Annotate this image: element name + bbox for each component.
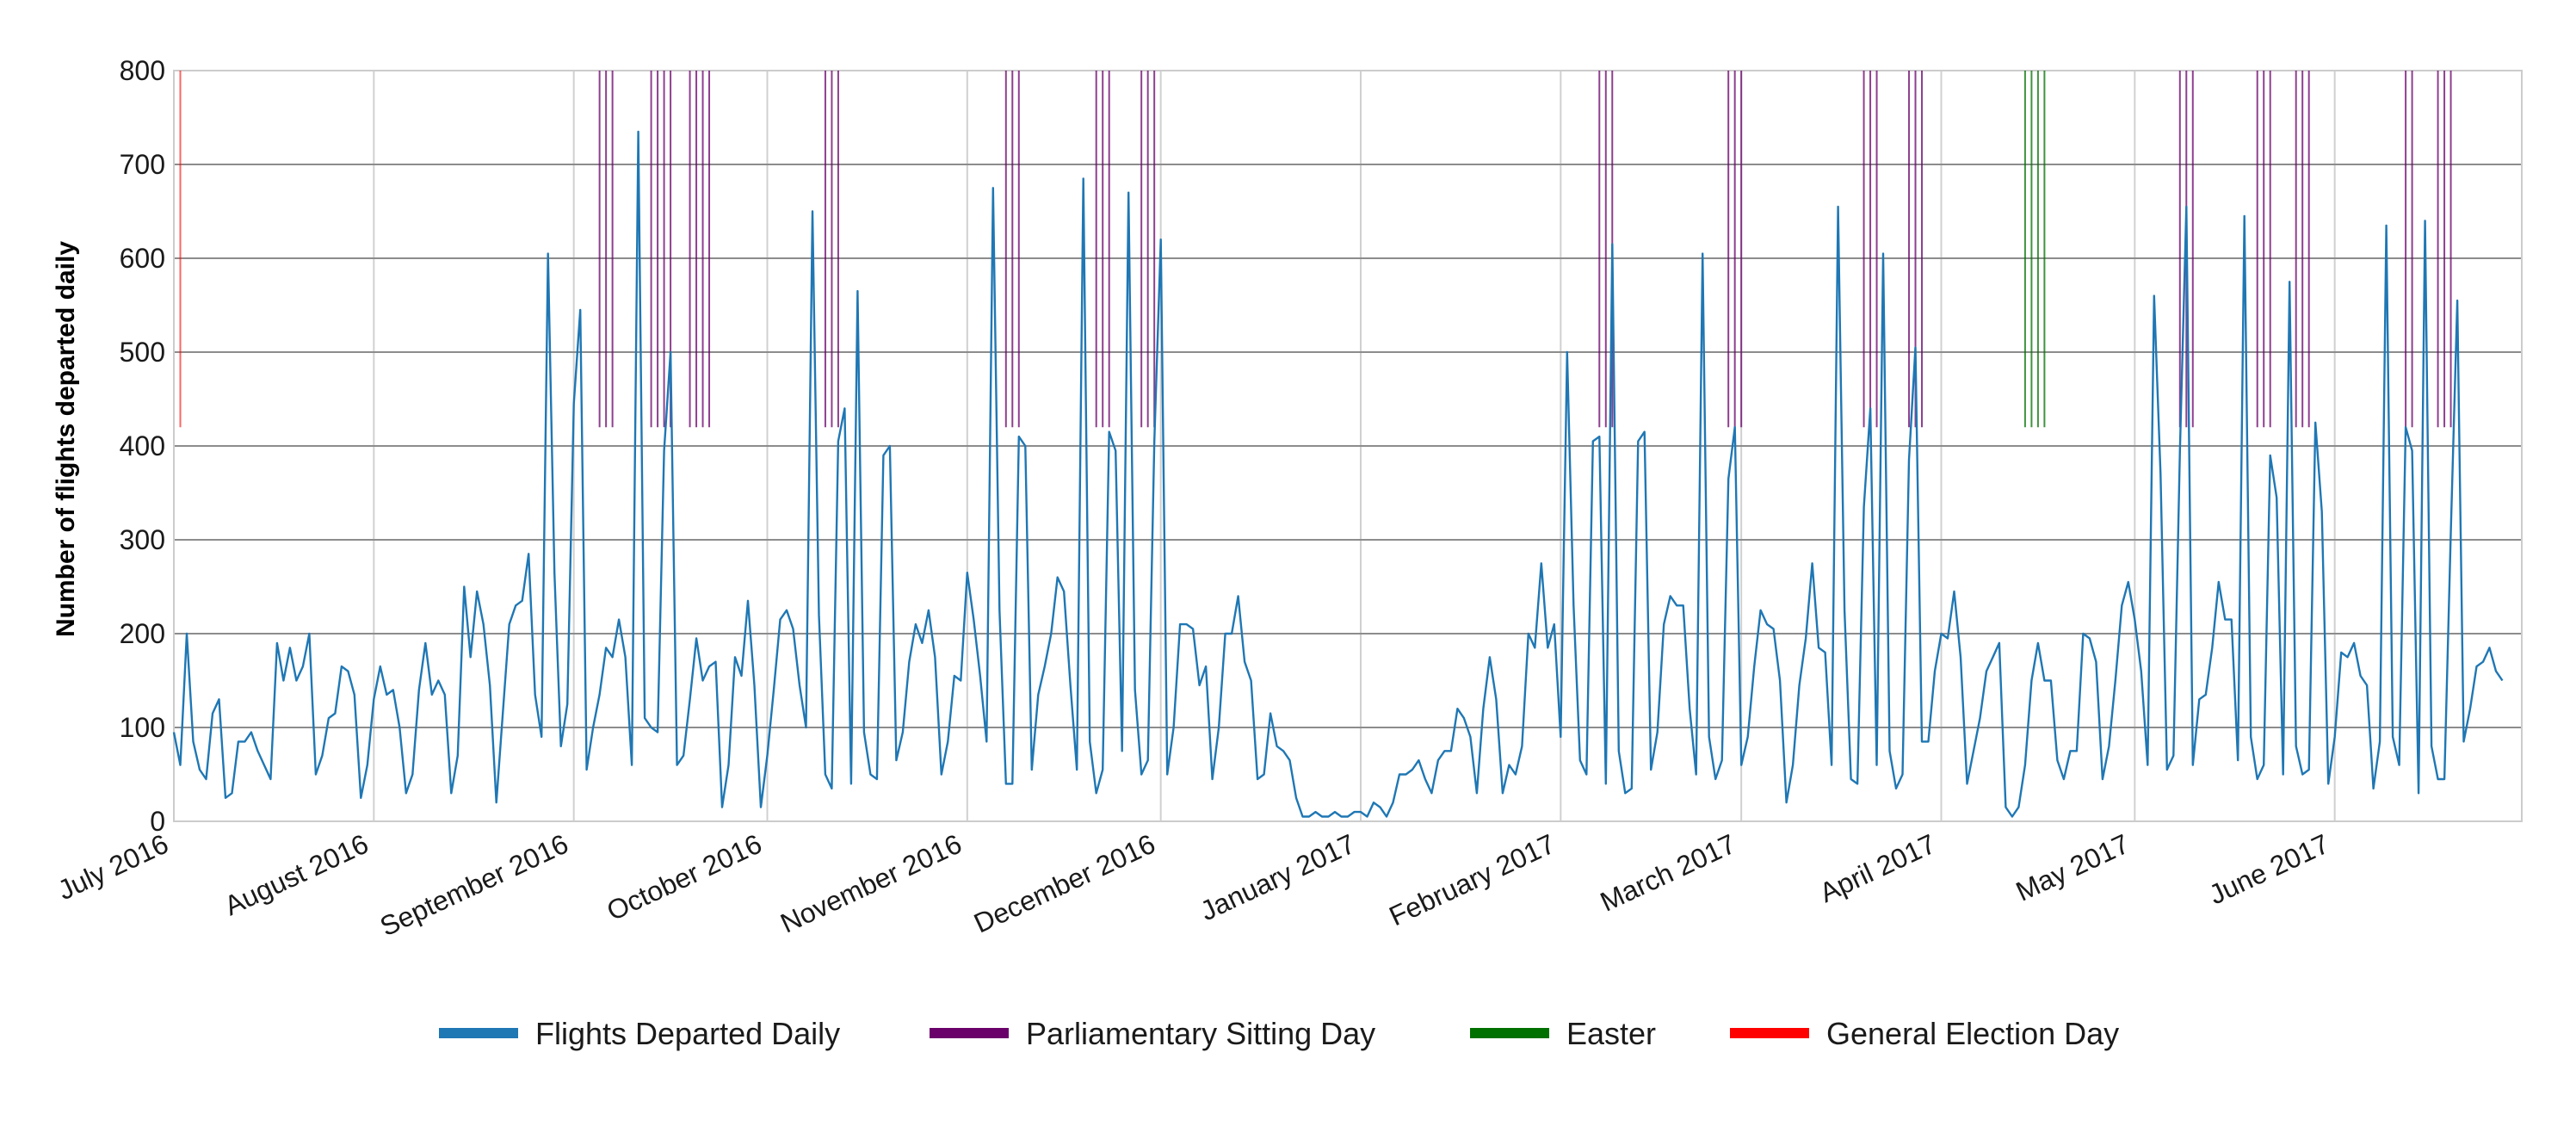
event-markers (179, 71, 2452, 428)
legend-label-parliament: Parliamentary Sitting Day (1026, 1016, 1375, 1051)
legend-swatch-election (1730, 1028, 1809, 1038)
y-tick-label: 300 (120, 524, 165, 555)
y-tick-label: 700 (120, 149, 165, 180)
y-tick-label: 500 (120, 337, 165, 368)
legend-label-flights: Flights Departed Daily (535, 1016, 840, 1051)
legend-swatch-parliament (930, 1028, 1009, 1038)
legend: Flights Departed Daily Parliamentary Sit… (439, 1016, 2119, 1051)
y-tick-label: 800 (120, 55, 165, 86)
y-axis-label: Number of flights departed daily (52, 241, 80, 637)
legend-item-easter: Easter (1470, 1016, 1656, 1051)
y-tick-labels: 0 100 200 300 400 500 600 700 800 (120, 55, 165, 837)
plot-border (173, 70, 2523, 822)
y-tick-label: 200 (120, 618, 165, 649)
legend-label-easter: Easter (1566, 1016, 1656, 1051)
y-tick-label: 0 (150, 806, 165, 837)
legend-swatch-flights (439, 1028, 518, 1038)
legend-item-flights: Flights Departed Daily (439, 1016, 840, 1051)
legend-item-parliament: Parliamentary Sitting Day (930, 1016, 1375, 1051)
legend-label-election: General Election Day (1826, 1016, 2119, 1051)
flights-series (172, 130, 2504, 818)
flights-line (172, 130, 2504, 818)
y-tick-label: 400 (120, 430, 165, 461)
legend-item-election: General Election Day (1730, 1016, 2119, 1051)
legend-swatch-easter (1470, 1028, 1549, 1038)
y-tick-label: 600 (120, 243, 165, 274)
y-tick-label: 100 (120, 712, 165, 743)
